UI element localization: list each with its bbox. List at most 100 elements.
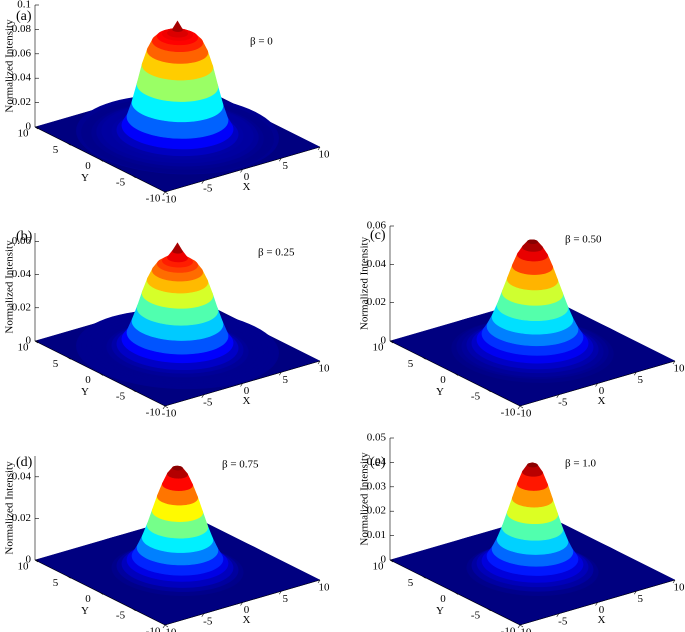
x-tick <box>556 613 559 617</box>
y-tick-label: -10 <box>146 193 161 205</box>
y-tick-label: 10 <box>18 561 30 573</box>
z-tick-label: 0 <box>26 121 32 133</box>
y-tick <box>389 340 394 344</box>
y-tick-label: 5 <box>408 358 414 370</box>
y-tick <box>519 405 524 409</box>
x-tick <box>162 405 166 410</box>
panel-label: (d) <box>16 455 33 470</box>
x-tick-label: -5 <box>558 615 568 627</box>
y-tick-label: -5 <box>471 390 481 402</box>
x-tick-label: 5 <box>638 593 644 605</box>
x-tick-label: 10 <box>319 582 331 594</box>
y-tick-label: -10 <box>501 407 516 419</box>
y-axis-label: Y <box>81 386 89 398</box>
x-tick <box>162 624 166 629</box>
y-tick <box>487 389 491 392</box>
y-tick-label: -5 <box>116 609 126 621</box>
y-tick <box>132 175 136 178</box>
y-tick-label: 10 <box>18 128 30 140</box>
x-tick <box>317 579 321 584</box>
x-tick-label: 5 <box>638 374 644 386</box>
panel-label: (e) <box>370 455 386 470</box>
z-tick-label: 0.02 <box>12 301 31 313</box>
y-tick-label: -10 <box>146 626 161 632</box>
x-axis-label: X <box>598 395 606 407</box>
x-tick <box>201 613 204 617</box>
z-tick-label: 0.03 <box>367 480 387 492</box>
z-tick-label: 0.02 <box>367 505 386 517</box>
x-tick-label: -10 <box>162 194 177 206</box>
z-tick-label: 0.02 <box>12 512 31 524</box>
z-axis-label: Normalized Intensity <box>4 19 16 113</box>
y-tick <box>422 357 426 360</box>
x-tick <box>517 624 521 629</box>
y-tick <box>164 191 169 195</box>
x-tick-label: 0 <box>244 171 250 183</box>
y-tick <box>487 608 491 611</box>
x-tick-label: 0 <box>599 385 605 397</box>
y-tick <box>67 576 71 579</box>
y-tick <box>164 624 169 628</box>
x-tick <box>240 383 243 387</box>
x-tick-label: 10 <box>319 363 331 375</box>
z-tick-label: 0 <box>26 554 32 566</box>
x-tick <box>162 191 166 196</box>
x-tick <box>279 158 282 162</box>
x-tick <box>279 591 282 595</box>
y-tick <box>454 373 459 376</box>
x-tick <box>556 394 559 398</box>
y-tick <box>67 143 71 146</box>
x-tick <box>240 602 243 606</box>
x-tick <box>595 602 598 606</box>
annotation: β = 1.0 <box>565 458 597 470</box>
y-axis-label: Y <box>436 386 444 398</box>
z-tick-label: 0.04 <box>12 72 32 84</box>
z-tick-label: 0.04 <box>12 470 32 482</box>
x-tick-label: 5 <box>283 593 289 605</box>
z-tick-label: 0.02 <box>12 96 31 108</box>
z-tick-label: 0 <box>381 554 387 566</box>
x-tick <box>317 146 321 151</box>
x-tick <box>517 405 521 410</box>
x-axis-label: X <box>243 395 251 407</box>
z-tick-label: 0.04 <box>12 268 32 280</box>
z-axis-label: Normalized Intensity <box>4 461 16 555</box>
x-tick <box>595 383 598 387</box>
y-tick-label: 5 <box>53 144 59 156</box>
y-tick-label: 0 <box>440 374 446 386</box>
z-tick-label: 0 <box>381 335 387 347</box>
annotation: β = 0.25 <box>258 247 295 259</box>
y-tick <box>132 608 136 611</box>
y-tick-label: 10 <box>18 342 30 354</box>
annotation: β = 0.75 <box>222 459 259 471</box>
y-tick-label: 0 <box>85 593 91 605</box>
y-tick-label: -5 <box>116 176 126 188</box>
z-tick-label: 0.06 <box>367 220 387 232</box>
y-axis-label: Y <box>81 172 89 184</box>
z-tick-label: 0.02 <box>367 296 386 308</box>
x-tick <box>279 372 282 376</box>
z-tick-label: 0.01 <box>367 529 386 541</box>
surface-band <box>172 20 183 32</box>
y-tick-label: -10 <box>146 407 161 419</box>
x-tick-label: 0 <box>244 385 250 397</box>
x-tick-label: 10 <box>674 582 685 594</box>
y-tick <box>164 405 169 409</box>
y-tick <box>99 373 104 376</box>
x-tick-label: -5 <box>558 396 568 408</box>
panel-label: (c) <box>370 228 386 243</box>
x-tick-label: -5 <box>203 615 213 627</box>
x-tick-label: 0 <box>599 604 605 616</box>
x-tick-label: -10 <box>162 627 177 632</box>
y-tick-label: -10 <box>501 626 516 632</box>
y-tick <box>519 624 524 628</box>
x-tick-label: -5 <box>203 396 213 408</box>
x-tick-label: -10 <box>517 627 532 632</box>
surface-band <box>527 462 538 468</box>
x-tick <box>317 360 321 365</box>
y-tick-label: -5 <box>116 390 126 402</box>
z-tick-label: 0.05 <box>367 432 387 444</box>
z-axis-label: Normalized Intensity <box>359 236 371 330</box>
y-tick-label: 0 <box>85 160 91 172</box>
y-tick <box>34 559 39 563</box>
